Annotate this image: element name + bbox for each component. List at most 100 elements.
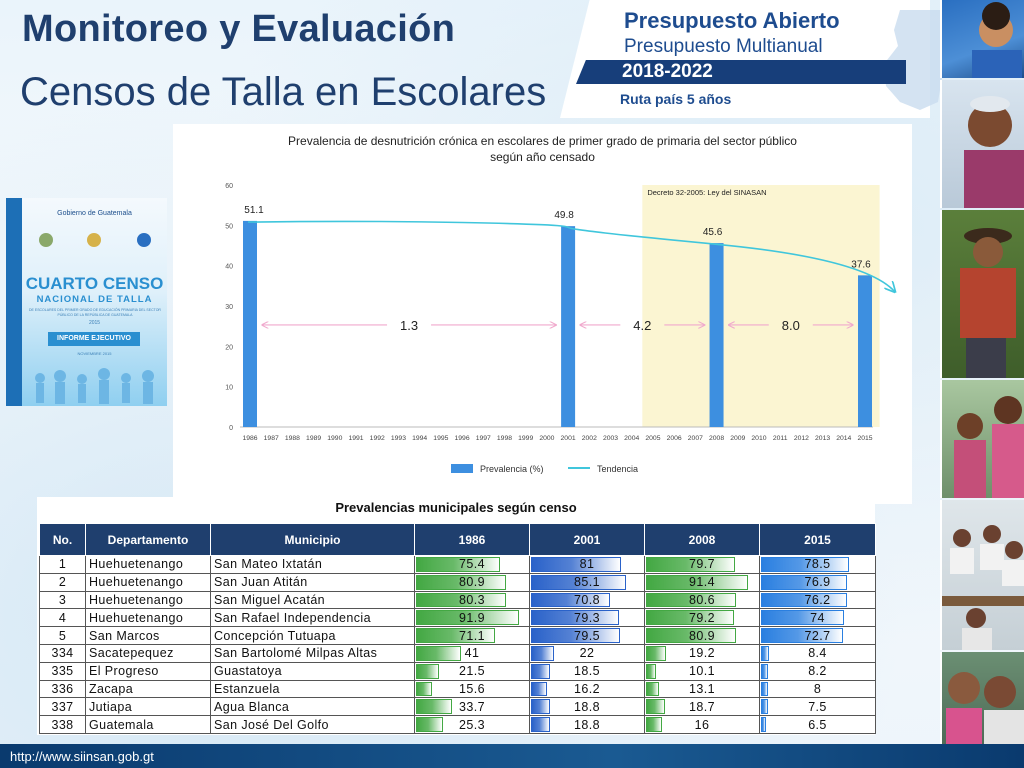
cell-year-value: 79.5 [529,626,645,645]
data-bar [761,592,847,608]
cell-departamento: Huehuetenango [85,608,211,628]
data-bar [646,574,749,590]
banner-title: Presupuesto Abierto [624,8,840,33]
legend-trend-swatch [568,467,590,469]
y-tick-label: 50 [225,223,233,230]
census-report-cover: Gobierno de Guatemala CUARTO CENSO NACIO… [6,198,167,406]
data-bar [531,663,551,679]
photo-classroom [940,500,1024,650]
x-tick-label: 1986 [242,435,257,442]
cell-year-value: 13.1 [644,679,760,699]
cell-no: 1 [39,555,86,574]
photo-child-1 [940,0,1024,78]
data-bar [531,717,551,732]
cell-municipio: San Mateo Ixtatán [210,555,415,574]
cell-value: 8.4 [808,646,827,661]
cell-year-value: 8.2 [759,661,876,681]
cell-value: 21.5 [459,664,485,679]
banner-years: 2018-2022 [622,61,713,82]
prevalence-chart: Decreto 32-2005: Ley del SINASAN 0 10 20 30 4… [225,183,912,442]
cell-value: 80.6 [689,592,715,607]
chart-title-line2: según año censado [490,150,595,164]
cell-year-value: 81 [529,555,645,574]
bar-2008 [709,243,724,427]
cell-value: 10.1 [689,664,715,679]
cell-departamento: Huehuetenango [85,572,211,592]
data-bar [416,574,507,590]
table-row: 337 Jutiapa Agua Blanca 33.7 18.8 18.7 7.5 [39,697,876,717]
cell-municipio: Guastatoya [210,661,415,681]
highlight-label: Decreto 32-2005: Ley del SINASAN [647,188,766,197]
cell-no: 334 [39,643,86,663]
institution-logos [39,233,151,247]
data-label-2015: 37.6 [851,259,871,270]
cell-year-value: 91.9 [414,608,530,628]
bar-1986 [243,220,257,427]
cell-value: 16 [694,717,710,732]
x-tick-label: 1994 [412,435,427,442]
cell-departamento: Zacapa [85,679,211,699]
booklet-title-2: NACIONAL DE TALLA [36,294,153,305]
data-bar [416,610,519,626]
header-2001: 2001 [529,523,645,556]
slide-title: Monitoreo y Evaluación [22,8,456,50]
cell-year-value: 76.2 [759,590,876,610]
cell-value: 7.5 [808,699,827,714]
cell-year-value: 79.2 [644,608,760,628]
cell-value: 33.7 [459,699,485,714]
data-bar [646,699,666,715]
cell-value: 22 [579,646,595,661]
cell-no: 3 [39,590,86,610]
booklet-title: CUARTO CENSO [25,274,164,293]
x-tick-label: 2007 [688,435,703,442]
cell-no: 338 [39,715,86,734]
x-tick-label: 2003 [603,435,618,442]
cell-year-value: 6.5 [759,715,876,734]
cell-municipio: Concepción Tutuapa [210,626,415,645]
x-tick-label: 1998 [497,435,512,442]
y-tick-label: 0 [229,425,233,432]
data-bar [531,574,626,590]
cell-year-value: 78.5 [759,555,876,574]
y-tick-label: 30 [225,304,233,311]
data-bar [416,699,453,715]
data-bar [531,628,620,643]
x-tick-label: 1991 [348,435,363,442]
cell-year-value: 25.3 [414,715,530,734]
cell-municipio: San Miguel Acatán [210,590,415,610]
data-bar [646,557,735,572]
booklet-description: DE ESCOLARES DEL PRIMER GRADO DE EDUCACI… [29,308,161,317]
x-tick-label: 1999 [518,435,533,442]
table-row: 5 San Marcos Concepción Tutuapa 71.1 79.5 80.… [39,626,876,645]
footer-url[interactable]: http://www.siinsan.gob.gt [10,749,154,764]
table-header-row: No. Departamento Municipio 1986 2001 200… [39,523,876,556]
photo-farmer [940,210,1024,378]
cell-value: 78.5 [804,557,831,572]
trend-line [247,220,895,291]
cell-year-value: 74 [759,608,876,628]
cell-year-value: 80.9 [414,572,530,592]
data-bar [646,663,656,679]
x-tick-label: 1990 [327,435,342,442]
cell-year-value: 8.4 [759,643,876,663]
header-2015: 2015 [759,523,876,556]
cell-value: 79.5 [574,628,600,643]
x-tick-label: 2011 [773,435,788,442]
cell-value: 25.3 [459,717,485,732]
data-bar [646,592,736,608]
x-tick-label: 2012 [794,435,809,442]
photo-smiling-girls [940,652,1024,744]
data-bar [531,592,610,608]
chart-panel: Prevalencia de desnutrición crónica en e… [173,124,912,504]
cell-value: 91.4 [689,575,715,590]
cell-departamento: Guatemala [85,715,211,734]
table-row: 4 Huehuetenango San Rafael Independencia 91… [39,608,876,628]
x-tick-label: 1987 [264,435,279,442]
cell-year-value: 76.9 [759,572,876,592]
cell-year-value: 16 [644,715,760,734]
header-1986: 1986 [414,523,530,556]
banner-route: Ruta país 5 años [620,91,732,107]
legend-prevalence-label: Prevalencia (%) [480,464,544,474]
cell-year-value: 80.6 [644,590,760,610]
booklet-year: 2015 [88,320,101,326]
